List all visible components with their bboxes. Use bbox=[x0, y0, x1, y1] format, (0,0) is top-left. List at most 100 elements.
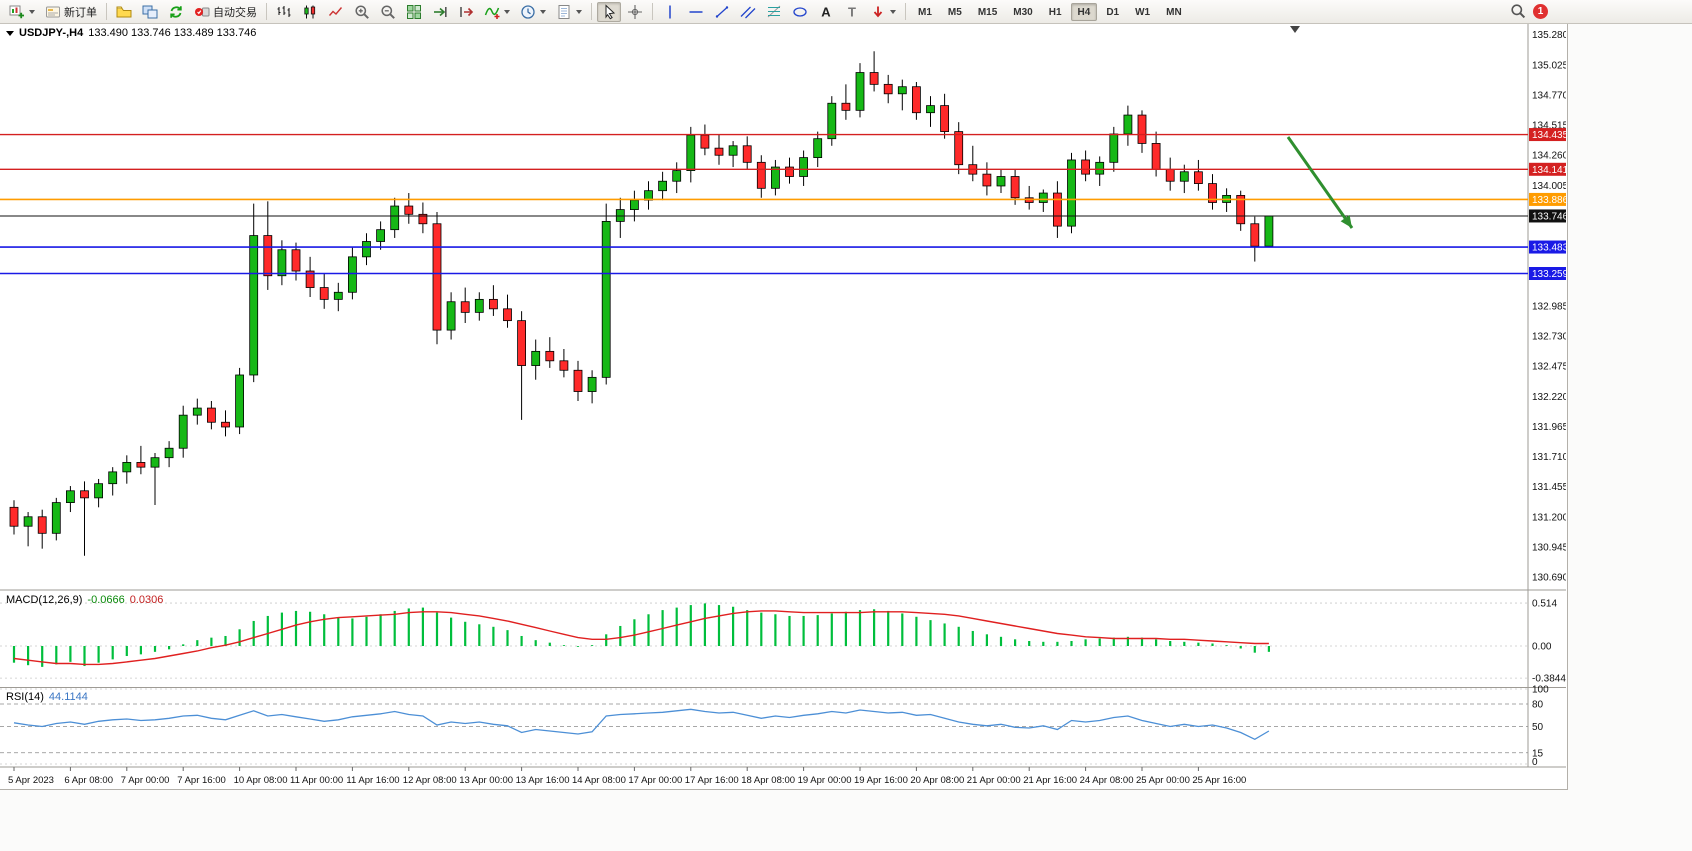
candlestick-mode-button[interactable] bbox=[298, 2, 322, 22]
price-tick-label[interactable]: 134.515 bbox=[1532, 121, 1569, 132]
dropdown-caret-icon[interactable] bbox=[29, 9, 35, 14]
price-tick-label[interactable]: 132.730 bbox=[1532, 332, 1569, 343]
ohlc-toggle-icon[interactable] bbox=[6, 30, 14, 36]
time-tick-label[interactable]: 7 Apr 16:00 bbox=[177, 775, 226, 786]
dropdown-caret-icon[interactable] bbox=[540, 9, 546, 14]
time-tick-label[interactable]: 17 Apr 16:00 bbox=[685, 775, 739, 786]
text-button[interactable]: A bbox=[814, 2, 838, 22]
timeframe-d1-button[interactable]: D1 bbox=[1106, 6, 1120, 18]
rsi-axis-label: 80 bbox=[1532, 700, 1544, 711]
time-tick-label[interactable]: 24 Apr 08:00 bbox=[1080, 775, 1134, 786]
time-tick-label[interactable]: 11 Apr 16:00 bbox=[346, 775, 399, 786]
price-tick-label[interactable]: 132.475 bbox=[1532, 362, 1569, 373]
clock-icon bbox=[520, 4, 536, 20]
timeframe-h1-button[interactable]: H1 bbox=[1048, 6, 1062, 18]
price-chart-canvas[interactable]: 135.280 135.025 134.770 134.515 134.260 134.0… bbox=[0, 24, 1569, 788]
price-tick-label[interactable]: 134.005 bbox=[1532, 181, 1569, 192]
line-chart-mode-button[interactable] bbox=[324, 2, 348, 22]
time-tick-label[interactable]: 17 Apr 00:00 bbox=[628, 775, 682, 786]
time-tick-label[interactable]: 25 Apr 16:00 bbox=[1192, 775, 1246, 786]
dropdown-caret-icon[interactable] bbox=[576, 9, 582, 14]
chart-windows-button[interactable] bbox=[138, 2, 162, 22]
chart-plus-icon bbox=[9, 4, 25, 20]
price-tick-label[interactable]: 135.025 bbox=[1532, 60, 1569, 71]
time-tick-label[interactable]: 19 Apr 16:00 bbox=[854, 775, 908, 786]
ohlc-values-label: 133.490 133.746 133.489 133.746 bbox=[88, 27, 257, 39]
fibonacci-retracement-button[interactable] bbox=[762, 2, 786, 22]
time-tick-label[interactable]: 6 Apr 08:00 bbox=[64, 775, 113, 786]
vertical-line-button[interactable] bbox=[658, 2, 682, 22]
price-tick-label[interactable]: 131.455 bbox=[1532, 482, 1569, 493]
windows-blue-icon bbox=[142, 4, 158, 20]
candle-body bbox=[122, 462, 132, 473]
timeframe-w1-button[interactable]: W1 bbox=[1135, 6, 1151, 18]
toolbar-divider bbox=[591, 3, 592, 20]
time-tick-label[interactable]: 18 Apr 08:00 bbox=[741, 775, 795, 786]
dropdown-caret-icon[interactable] bbox=[504, 9, 510, 14]
timeframe-m1-button[interactable]: M1 bbox=[918, 6, 932, 18]
search-icon[interactable] bbox=[1510, 3, 1526, 19]
refresh-button[interactable] bbox=[164, 2, 188, 22]
shapes-button[interactable] bbox=[788, 2, 812, 22]
chart-window[interactable]: 135.280 135.025 134.770 134.515 134.260 134.0… bbox=[0, 24, 1569, 790]
time-tick-label[interactable]: 10 Apr 08:00 bbox=[234, 775, 288, 786]
price-tick-label[interactable]: 132.220 bbox=[1532, 392, 1569, 403]
candle-body bbox=[390, 205, 400, 231]
horizontal-line-button[interactable] bbox=[684, 2, 708, 22]
new-order-button[interactable]: 新订单 bbox=[41, 2, 101, 22]
price-tick-label[interactable]: 135.280 bbox=[1532, 30, 1569, 41]
time-tick-label[interactable]: 21 Apr 00:00 bbox=[967, 775, 1021, 786]
order-icon bbox=[45, 4, 61, 20]
price-tick-label[interactable]: 134.770 bbox=[1532, 90, 1569, 101]
trend-arrow[interactable] bbox=[1286, 136, 1354, 229]
chart-shift-marker-icon[interactable] bbox=[1290, 26, 1300, 33]
timeframe-h4-button[interactable]: H4 bbox=[1070, 2, 1098, 21]
crosshair-button[interactable] bbox=[623, 2, 647, 22]
arrows-button[interactable] bbox=[866, 2, 900, 22]
price-tick-label[interactable]: 132.985 bbox=[1532, 301, 1569, 312]
time-tick-label[interactable]: 25 Apr 00:00 bbox=[1136, 775, 1190, 786]
candle-body bbox=[799, 157, 808, 177]
cursor-button[interactable] bbox=[597, 1, 621, 22]
time-tick-label[interactable]: 14 Apr 08:00 bbox=[572, 775, 626, 786]
time-tick-label[interactable]: 11 Apr 00:00 bbox=[290, 775, 343, 786]
bar-chart-mode-button[interactable] bbox=[272, 2, 296, 22]
time-tick-label[interactable]: 13 Apr 00:00 bbox=[459, 775, 513, 786]
chart-symbol-title[interactable]: USDJPY-,H4 133.490 133.746 133.489 133.7… bbox=[6, 27, 256, 39]
timeframe-m30-button[interactable]: M30 bbox=[1013, 6, 1033, 18]
timeframe-m15-button[interactable]: M15 bbox=[977, 6, 998, 18]
zoom-in-button[interactable] bbox=[350, 2, 374, 22]
periods-button[interactable] bbox=[516, 2, 550, 22]
price-tick-label[interactable]: 131.965 bbox=[1532, 422, 1569, 433]
text-label-button[interactable]: T bbox=[840, 2, 864, 22]
time-tick-label[interactable]: 12 Apr 08:00 bbox=[403, 775, 457, 786]
time-tick-label[interactable]: 21 Apr 16:00 bbox=[1023, 775, 1077, 786]
price-flag bbox=[1529, 162, 1566, 176]
timeframe-m5-button[interactable]: M5 bbox=[947, 6, 962, 18]
dropdown-caret-icon[interactable] bbox=[890, 9, 896, 14]
equidistant-channel-button[interactable] bbox=[736, 2, 760, 22]
chart-shift-button[interactable] bbox=[454, 2, 478, 22]
time-tick-label[interactable]: 7 Apr 00:00 bbox=[121, 775, 170, 786]
price-tick-label[interactable]: 134.260 bbox=[1532, 151, 1569, 162]
zoom-out-button[interactable] bbox=[376, 2, 400, 22]
market-watch-button[interactable] bbox=[112, 2, 136, 22]
time-tick-label[interactable]: 19 Apr 00:00 bbox=[798, 775, 852, 786]
price-tick-label[interactable]: 131.200 bbox=[1532, 512, 1569, 523]
auto-trading-button[interactable]: 自动交易 bbox=[190, 2, 261, 22]
tile-windows-button[interactable] bbox=[402, 2, 426, 22]
time-tick-label[interactable]: 13 Apr 16:00 bbox=[516, 775, 570, 786]
trendline-button[interactable] bbox=[710, 2, 734, 22]
notification-badge[interactable]: 1 bbox=[1533, 3, 1548, 19]
price-tick-label[interactable]: 130.945 bbox=[1532, 542, 1569, 553]
templates-button[interactable] bbox=[552, 2, 586, 22]
price-tick-label[interactable]: 130.690 bbox=[1532, 573, 1569, 584]
time-tick-label[interactable]: 20 Apr 08:00 bbox=[910, 775, 964, 786]
candle-body bbox=[756, 161, 766, 189]
timeframe-mn-button[interactable]: MN bbox=[1166, 6, 1182, 18]
time-tick-label[interactable]: 5 Apr 2023 bbox=[8, 775, 54, 786]
indicators-list-button[interactable] bbox=[480, 2, 514, 22]
price-tick-label[interactable]: 131.710 bbox=[1532, 452, 1569, 463]
auto-scroll-button[interactable] bbox=[428, 2, 452, 22]
new-chart-button[interactable] bbox=[5, 2, 39, 22]
